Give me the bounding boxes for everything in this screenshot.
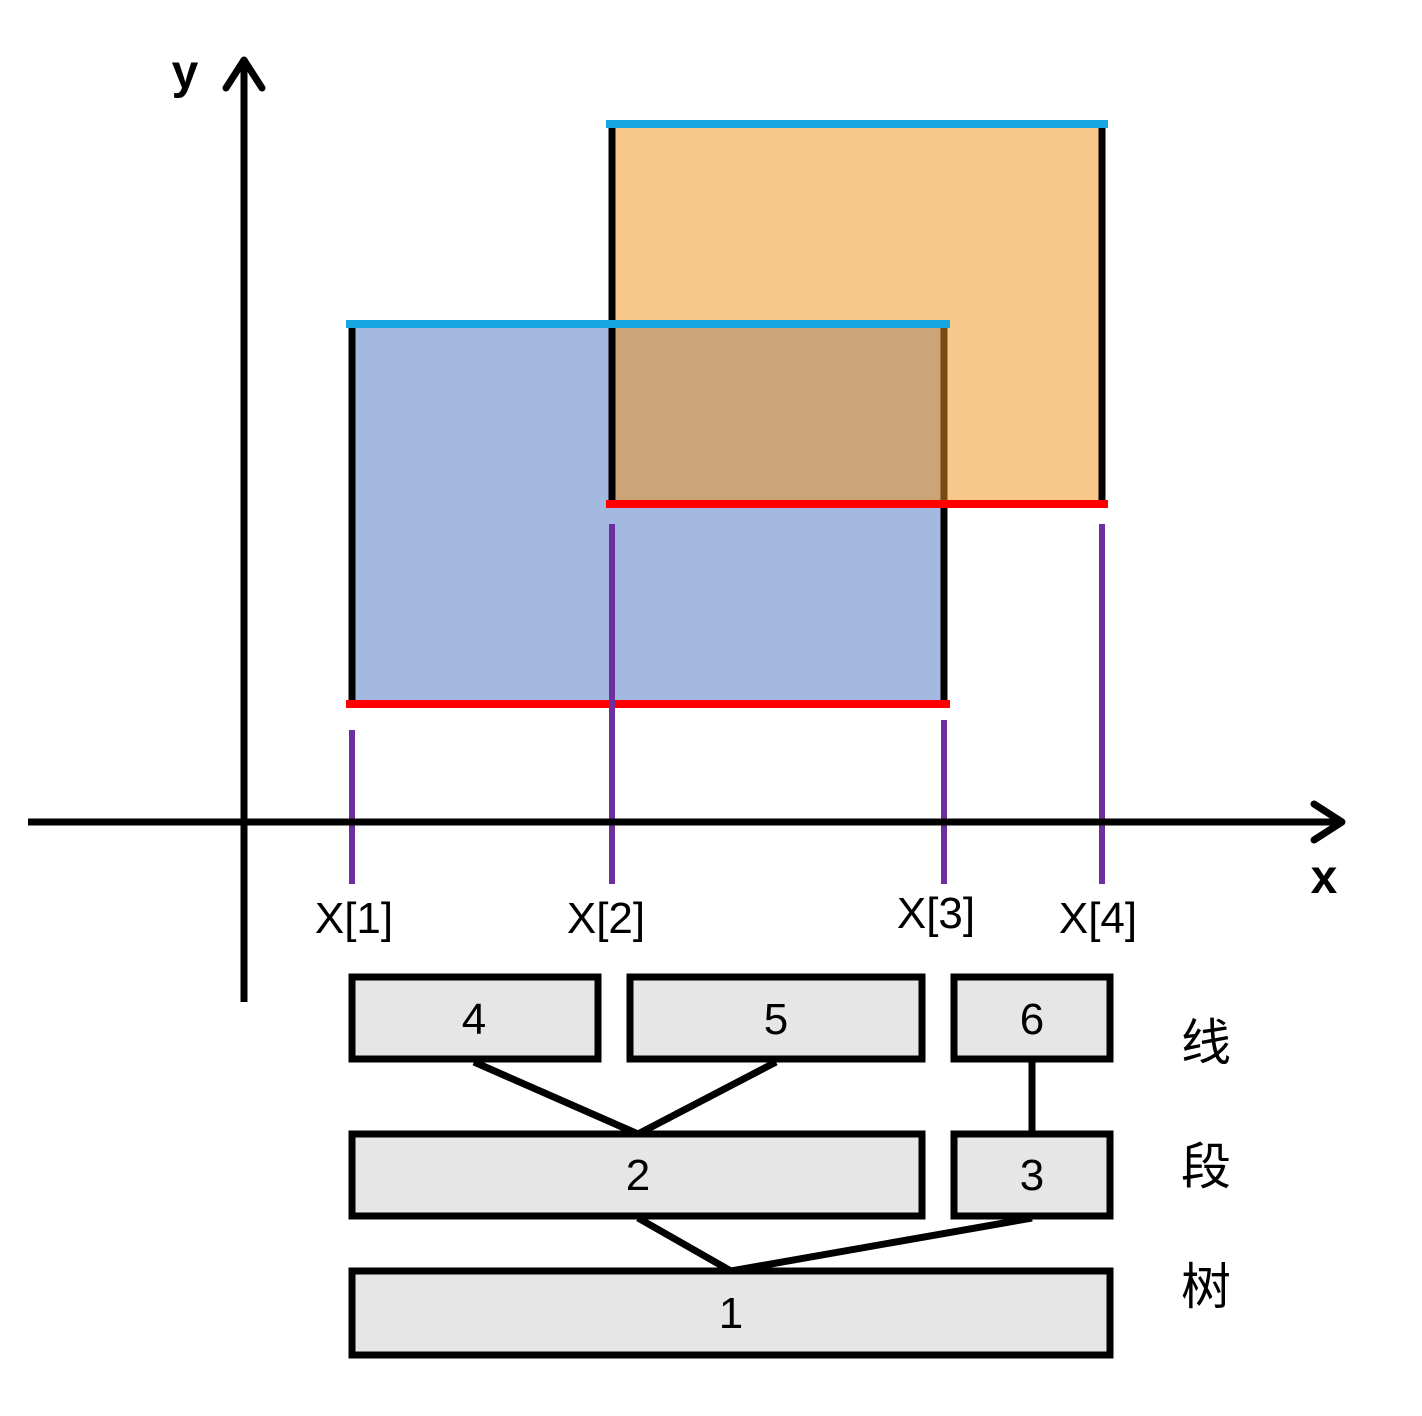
tree-node-4-label: 4 xyxy=(462,995,486,1044)
tree-node-4 xyxy=(348,973,602,1063)
tree-node-5-label: 5 xyxy=(764,995,788,1044)
tree-edge-5-to-2 xyxy=(636,1058,778,1138)
tree-node-6-label: 6 xyxy=(1020,995,1044,1044)
tree-node-1-label: 1 xyxy=(719,1289,743,1338)
x-axis-arrowhead xyxy=(1310,800,1346,844)
tree-node-5 xyxy=(626,973,926,1063)
tree-node-3 xyxy=(950,1130,1114,1220)
side-text-char-3: 树 xyxy=(1181,1258,1231,1316)
tree-edge-2-to-1 xyxy=(636,1214,733,1275)
tree-node-6 xyxy=(950,973,1114,1063)
overlap-region xyxy=(612,324,944,504)
y-axis-arrowhead xyxy=(222,56,266,92)
tree-node-2-label: 2 xyxy=(626,1151,650,1200)
tick-label-x4: X[4] xyxy=(1059,894,1137,943)
tree-node-2 xyxy=(348,1130,926,1220)
side-text-char-1: 线 xyxy=(1181,1014,1231,1072)
tree-edge-4-to-2 xyxy=(472,1058,640,1138)
side-text-char-2: 段 xyxy=(1181,1138,1231,1196)
tree-node-1 xyxy=(348,1267,1114,1359)
x-axis-label: x xyxy=(1311,851,1338,904)
tick-label-x1: X[1] xyxy=(315,894,393,943)
tick-label-x2: X[2] xyxy=(567,894,645,943)
tree-edge-3-to-1 xyxy=(730,1214,1033,1275)
y-axis-label: y xyxy=(172,46,199,99)
tree-node-3-label: 3 xyxy=(1020,1151,1044,1200)
tick-label-x3: X[3] xyxy=(897,889,975,938)
